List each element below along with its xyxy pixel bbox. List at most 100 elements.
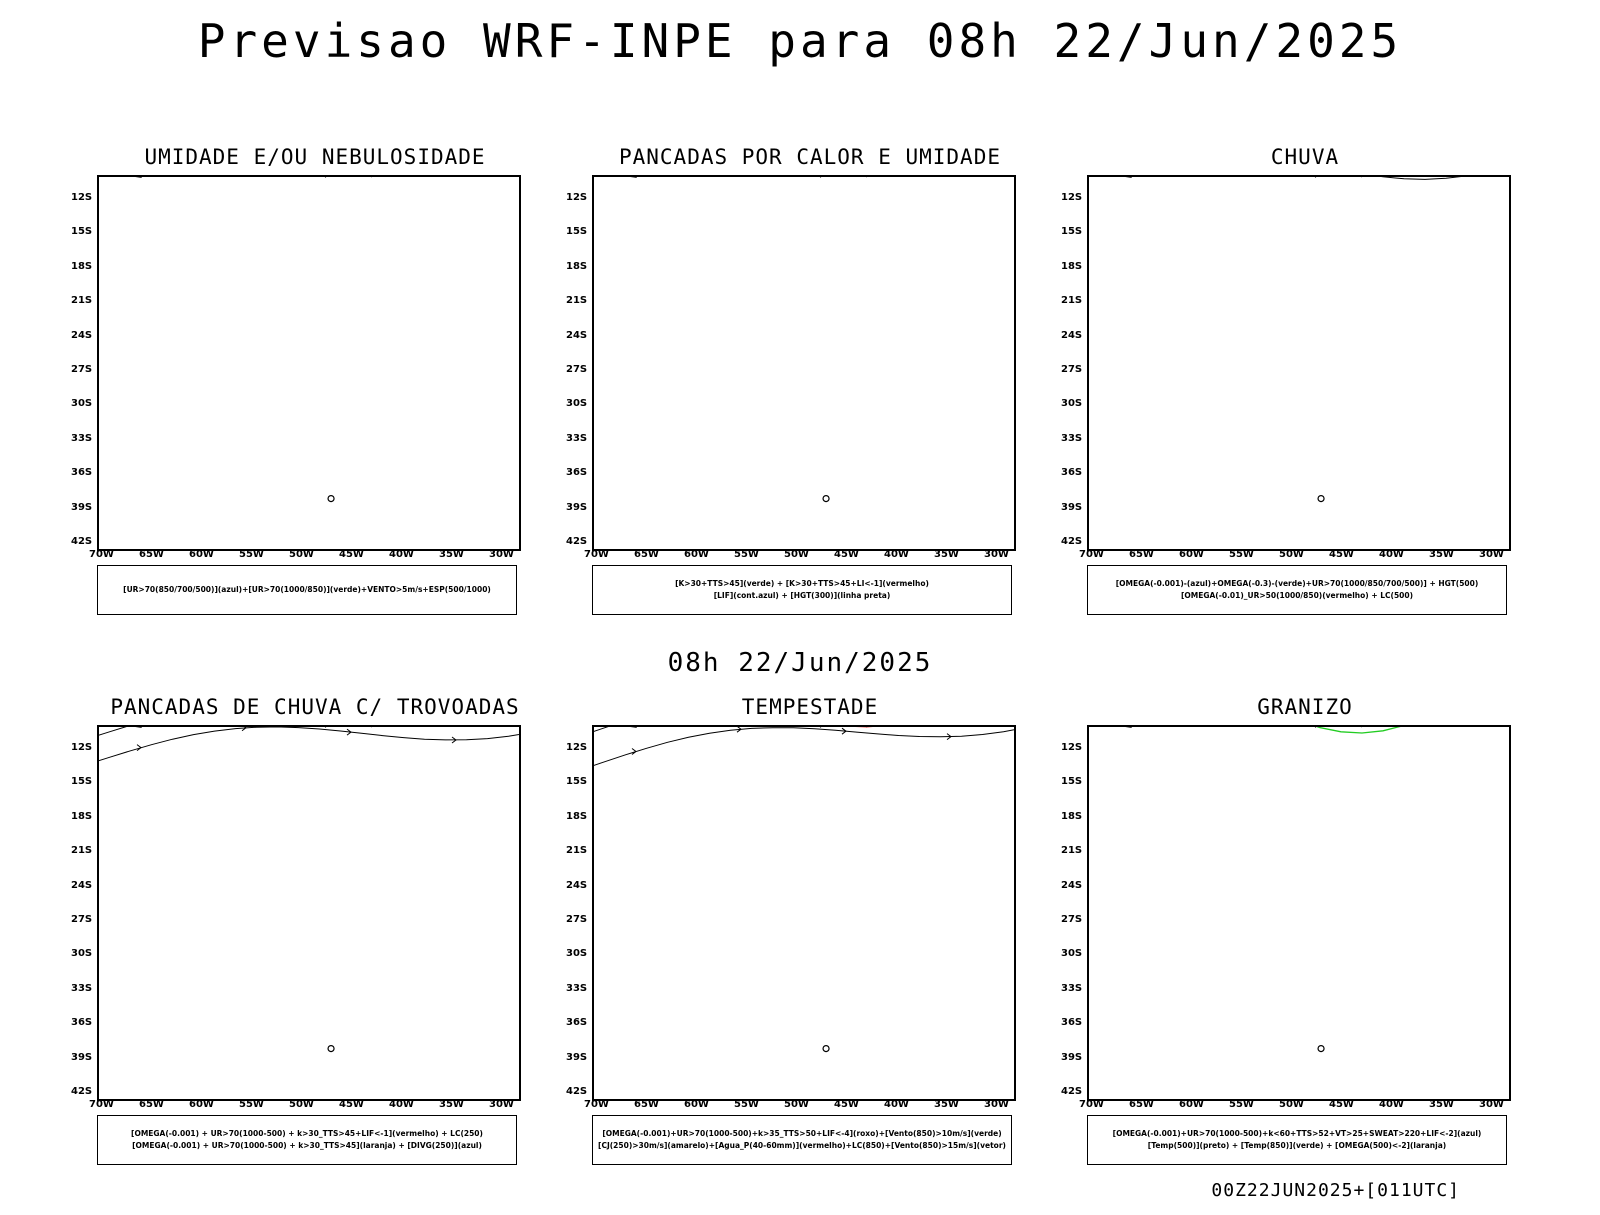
lat-tick-label: 42S [71, 536, 93, 547]
map-canvas: 1012101610121008100810121016100810041000… [135, 177, 372, 503]
lon-tick-label: 35W [934, 1099, 959, 1110]
lon-tick-label: 55W [239, 549, 264, 560]
lat-tick-label: 21S [566, 845, 588, 857]
lat-tick-label: 30S [1061, 398, 1083, 410]
lat-tick-label: 24S [566, 329, 588, 341]
panel-umidade: UMIDADE E/OU NEBULOSIDADE 10121016101210… [71, 145, 555, 665]
map-frame: 5885825795765735705675645615585555525495… [1087, 175, 1511, 551]
lat-tick-label: 33S [566, 982, 588, 994]
lat-tick-label: 36S [71, 467, 93, 479]
lon-tick-label: 40W [389, 1099, 414, 1110]
lon-tick-label: 65W [1129, 549, 1154, 560]
lon-tick-label: 60W [684, 549, 709, 560]
streamline-250 [99, 727, 519, 762]
lon-tick-label: 35W [1429, 1099, 1454, 1110]
lat-tick-label: 12S [1061, 192, 1083, 203]
wind-arrow [451, 736, 457, 744]
lat-tick-label: 24S [71, 329, 93, 341]
lat-tick-label: 15S [71, 226, 93, 238]
lat-tick-label: 12S [566, 742, 588, 753]
lat-tick-label: 36S [566, 1017, 588, 1029]
lon-tick-label: 65W [139, 1099, 164, 1110]
lat-tick-label: 39S [566, 1051, 588, 1063]
lon-tick-label: 55W [734, 1099, 759, 1110]
lat-tick-label: 33S [1061, 432, 1083, 444]
lon-tick-label: 70W [584, 1099, 609, 1110]
lat-tick-label: 39S [566, 501, 588, 513]
lat-tick-label: 36S [71, 1017, 93, 1029]
panel-legend: [K>30+TTS>45](verde) + [K>30+TTS>45+LI<-… [592, 565, 1012, 615]
lon-tick-label: 45W [834, 549, 859, 560]
lon-tick-label: 70W [89, 1099, 114, 1110]
lon-tick-label: 45W [339, 549, 364, 560]
map-canvas: 9600960095209440944095209600936092809360… [630, 177, 867, 503]
lat-tick-label: 15S [566, 226, 588, 238]
map-canvas [99, 727, 519, 1053]
lon-tick-label: 30W [984, 1099, 1009, 1110]
legend-line: [OMEGA(-0.01)_UR>50(1000/850)(vermelho) … [1180, 591, 1414, 600]
lon-tick-label: 45W [834, 1099, 859, 1110]
lat-tick-label: 24S [71, 879, 93, 891]
lon-tick-label: 40W [389, 549, 414, 560]
map-frame [592, 725, 1016, 1101]
legend-line: [OMEGA(-0.001)+UR>70(1000-500)+k>35_TTS>… [602, 1129, 1002, 1138]
lat-tick-label: 36S [1061, 467, 1083, 479]
panel-legend: [OMEGA(-0.001)+UR>70(1000-500)+k>35_TTS>… [592, 1115, 1012, 1165]
lat-tick-label: 42S [1061, 1086, 1083, 1097]
lat-tick-label: 39S [1061, 501, 1083, 513]
lat-tick-label: 24S [1061, 879, 1083, 891]
map-canvas [594, 727, 1014, 1053]
legend-line: [Temp(500)](preto) + [Temp(850)](verde) … [1147, 1141, 1447, 1150]
lat-tick-label: 18S [1061, 260, 1083, 272]
lat-tick-label: 18S [71, 260, 93, 272]
lat-tick-label: 30S [566, 398, 588, 410]
lat-tick-label: 39S [71, 1051, 93, 1063]
wind-arrow [241, 727, 247, 732]
legend-line: [OMEGA(-0.001)-(azul)+OMEGA(-0.3)-(verde… [1115, 579, 1479, 588]
lon-tick-label: 50W [289, 1099, 314, 1110]
wind-vector [594, 727, 1014, 766]
legend-line: [OMEGA(-0.001)+UR>70(1000-500)+k<60+TTS>… [1112, 1129, 1482, 1138]
lon-tick-label: 70W [1079, 549, 1104, 560]
lat-tick-label: 30S [71, 948, 93, 960]
lat-tick-label: 27S [1061, 914, 1083, 925]
map-frame: -21-15-12-12-18-18-15-15-21-21-24 [1087, 725, 1511, 1101]
lat-tick-label: 42S [71, 1086, 93, 1097]
lat-tick-label: 18S [566, 260, 588, 272]
panel-trovoadas: PANCADAS DE CHUVA C/ TROVOADAS [OMEGA(-0… [71, 695, 555, 1215]
lat-tick-label: 18S [71, 810, 93, 822]
lon-tick-label: 40W [884, 549, 909, 560]
panel-legend: [UR>70(850/700/500)](azul)+[UR>70(1000/8… [97, 565, 517, 615]
legend-line: [UR>70(850/700/500)](azul)+[UR>70(1000/8… [123, 585, 491, 594]
brasilia-marker [327, 495, 335, 503]
valid-time-label: 08h 22/Jun/2025 [667, 648, 933, 678]
lat-tick-label: 27S [71, 364, 93, 375]
basemap [630, 727, 867, 1053]
lon-tick-label: 70W [89, 549, 114, 560]
legend-line: [OMEGA(-0.001) + UR>70(1000-500) + k>30_… [132, 1141, 482, 1150]
map-frame [97, 725, 521, 1101]
lon-tick-label: 35W [439, 549, 464, 560]
wind-arrow [946, 733, 952, 741]
lon-tick-label: 35W [1429, 549, 1454, 560]
lat-tick-label: 33S [1061, 982, 1083, 994]
basemap [630, 177, 867, 503]
lon-tick-label: 65W [1129, 1099, 1154, 1110]
lon-tick-label: 45W [339, 1099, 364, 1110]
lon-tick-label: 30W [489, 549, 514, 560]
legend-line: [OMEGA(-0.001) + UR>70(1000-500) + k>30_… [131, 1129, 483, 1138]
lat-tick-label: 12S [566, 192, 588, 203]
brasilia-marker [327, 1045, 335, 1053]
lat-tick-label: 21S [71, 845, 93, 857]
lat-tick-label: 12S [71, 742, 93, 753]
lon-tick-label: 30W [1479, 1099, 1504, 1110]
page-title: Previsao WRF-INPE para 08h 22/Jun/2025 [197, 14, 1403, 68]
lon-tick-label: 50W [784, 1099, 809, 1110]
basemap [1125, 727, 1362, 1053]
lon-tick-label: 50W [1279, 549, 1304, 560]
lat-tick-label: 12S [71, 192, 93, 203]
lat-tick-label: 12S [1061, 742, 1083, 753]
lon-tick-label: 60W [1179, 1099, 1204, 1110]
lat-tick-label: 42S [1061, 536, 1083, 547]
lon-tick-label: 35W [439, 1099, 464, 1110]
